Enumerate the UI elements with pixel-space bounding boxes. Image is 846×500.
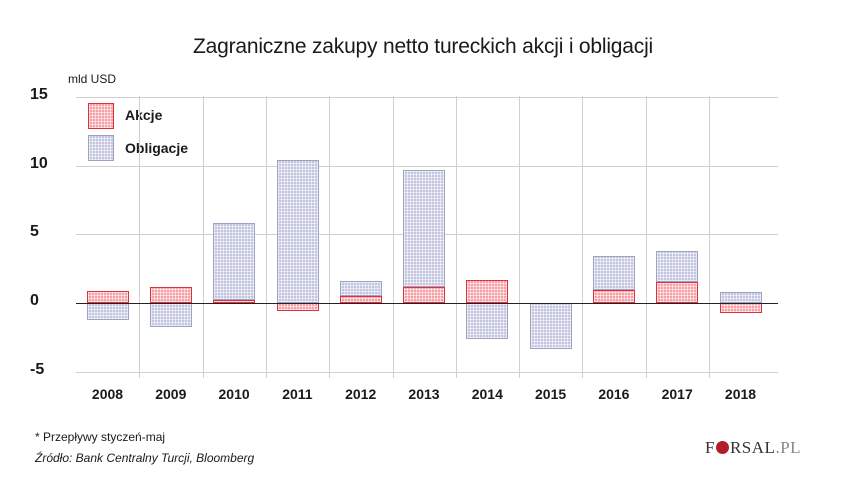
x-tick-label: 2013 bbox=[408, 386, 440, 402]
x-tick-label: 2014 bbox=[471, 386, 503, 402]
x-tick-label: 2016 bbox=[598, 386, 630, 402]
y-tick-label: 15 bbox=[30, 85, 48, 103]
gridline-x bbox=[329, 96, 331, 378]
x-tick-label: 2009 bbox=[155, 386, 187, 402]
source-note: Źródło: Bank Centralny Turcji, Bloomberg bbox=[35, 451, 255, 465]
bar-akcje-2011 bbox=[276, 303, 319, 312]
y-axis-unit: mld USD bbox=[68, 72, 117, 86]
logo-chart-icon bbox=[715, 441, 729, 454]
y-tick-label: -5 bbox=[30, 360, 45, 378]
gridline-x bbox=[519, 96, 521, 378]
bar-obligacje-2008 bbox=[86, 303, 129, 320]
gridline-x bbox=[392, 96, 394, 378]
bar-obligacje-2009 bbox=[149, 303, 192, 328]
y-tick-label: 10 bbox=[30, 154, 48, 172]
y-tick-label: 0 bbox=[30, 292, 39, 309]
gridline-x bbox=[645, 96, 647, 378]
bar-obligacje-2012 bbox=[339, 281, 382, 297]
bar-akcje-2017 bbox=[656, 282, 699, 303]
chart-title: Zagraniczne zakupy netto tureckich akcji… bbox=[193, 35, 653, 58]
y-tick-label: 5 bbox=[30, 223, 39, 241]
legend-swatch-obligacje bbox=[88, 135, 114, 161]
legend-label-obligacje: Obligacje bbox=[125, 140, 189, 156]
bar-obligacje-2016 bbox=[593, 256, 636, 290]
x-tick-label: 2017 bbox=[661, 386, 693, 402]
x-tick-label: 2015 bbox=[535, 386, 567, 402]
x-tick-label: 2012 bbox=[345, 386, 377, 402]
bar-akcje-2018 bbox=[719, 303, 762, 314]
bar-obligacje-2013 bbox=[403, 169, 446, 287]
x-tick-label: 2010 bbox=[218, 386, 250, 402]
gridline-y bbox=[76, 371, 778, 373]
bar-akcje-2016 bbox=[593, 289, 636, 303]
bar-akcje-2013 bbox=[403, 286, 446, 303]
logo-text-mid: RSAL bbox=[729, 438, 776, 457]
legend-swatch-akcje bbox=[88, 103, 114, 129]
bar-akcje-2014 bbox=[466, 279, 509, 303]
bar-obligacje-2018 bbox=[719, 292, 762, 303]
bar-obligacje-2011 bbox=[276, 160, 319, 303]
bar-obligacje-2015 bbox=[529, 303, 572, 350]
bar-obligacje-2014 bbox=[466, 303, 509, 339]
gridline-x bbox=[265, 96, 267, 378]
forsal-logo: F RSAL.PL bbox=[705, 438, 801, 458]
gridline-x bbox=[455, 96, 457, 378]
bar-akcje-2008 bbox=[86, 291, 129, 303]
gridline-x bbox=[202, 96, 204, 378]
gridline-x bbox=[709, 96, 710, 378]
gridline-x bbox=[139, 96, 141, 378]
x-tick-label: 2018 bbox=[724, 386, 757, 402]
footnote: * Przepływy styczeń-maj bbox=[35, 430, 166, 444]
legend-label-akcje: Akcje bbox=[125, 107, 163, 123]
x-tick-label: 2011 bbox=[282, 386, 313, 402]
gridline-y bbox=[76, 165, 778, 167]
gridline-x bbox=[582, 96, 584, 378]
bar-akcje-2009 bbox=[149, 287, 192, 303]
bar-obligacje-2017 bbox=[656, 250, 699, 283]
bar-obligacje-2010 bbox=[213, 223, 256, 301]
gridline-y bbox=[76, 96, 778, 98]
x-tick-label: 2008 bbox=[91, 386, 124, 402]
logo-text-right: .PL bbox=[775, 438, 802, 457]
logo-text-left: F bbox=[705, 438, 715, 457]
zero-axis-line bbox=[76, 302, 778, 304]
